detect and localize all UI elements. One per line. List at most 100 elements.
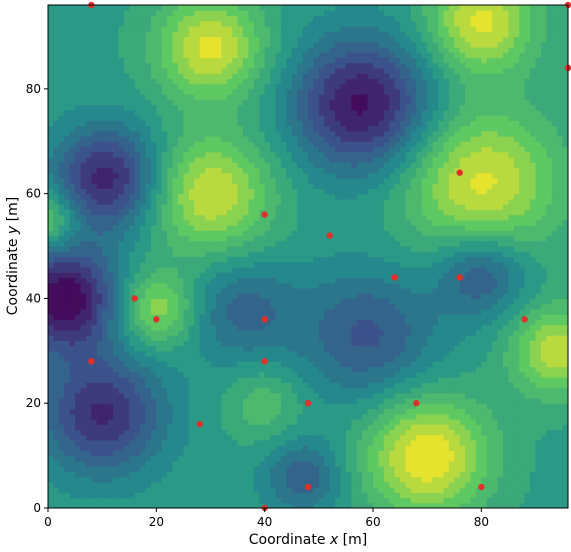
contour-cell	[156, 350, 163, 357]
contour-cell	[318, 471, 325, 478]
contour-cell	[286, 371, 293, 378]
contour-cell	[85, 135, 92, 142]
contour-cell	[286, 167, 293, 174]
contour-cell	[48, 366, 55, 373]
contour-cell	[178, 418, 185, 425]
contour-cell	[194, 418, 201, 425]
contour-cell	[221, 214, 228, 221]
contour-cell	[243, 445, 250, 451]
contour-cell	[129, 277, 136, 284]
contour-cell	[178, 130, 185, 137]
contour-cell	[123, 366, 130, 373]
contour-cell	[129, 235, 136, 242]
contour-cell	[286, 240, 293, 247]
contour-cell	[286, 350, 293, 357]
contour-cell	[243, 62, 250, 69]
contour-cell	[107, 10, 114, 17]
contour-cell	[308, 183, 315, 189]
contour-cell	[167, 198, 174, 205]
contour-cell	[91, 314, 98, 320]
contour-cell	[286, 329, 293, 336]
contour-cell	[75, 135, 82, 142]
contour-cell	[156, 36, 163, 43]
contour-cell	[134, 135, 141, 142]
contour-cell	[123, 502, 130, 508]
contour-cell	[215, 230, 222, 237]
contour-cell	[275, 10, 282, 17]
contour-cell	[243, 382, 250, 389]
contour-cell	[118, 151, 125, 158]
contour-cell	[145, 497, 152, 504]
contour-cell	[123, 130, 130, 137]
contour-cell	[64, 350, 71, 357]
contour-cell	[232, 387, 239, 394]
contour-cell	[264, 408, 271, 415]
contour-cell	[172, 10, 179, 17]
contour-cell	[178, 319, 185, 326]
contour-cell	[91, 329, 98, 336]
contour-cell	[318, 345, 325, 352]
contour-cell	[270, 52, 277, 58]
contour-cell	[167, 88, 174, 95]
contour-cell	[129, 366, 136, 373]
contour-cell	[75, 120, 82, 127]
contour-cell	[259, 340, 266, 347]
contour-cell	[226, 209, 233, 216]
contour-cell	[91, 408, 98, 415]
contour-cell	[324, 120, 331, 127]
contour-cell	[96, 340, 103, 347]
contour-cell	[297, 94, 304, 100]
contour-cell	[150, 293, 157, 300]
contour-cell	[199, 308, 206, 315]
contour-cell	[134, 492, 141, 499]
contour-cell	[178, 277, 185, 284]
contour-cell	[308, 329, 315, 336]
contour-cell	[313, 246, 320, 252]
contour-cell	[161, 104, 168, 111]
contour-cell	[270, 392, 277, 399]
contour-cell	[91, 377, 98, 383]
contour-cell	[313, 303, 320, 310]
contour-cell	[205, 272, 212, 279]
contour-cell	[113, 83, 120, 90]
contour-cell	[275, 329, 282, 336]
contour-cell	[194, 225, 201, 231]
contour-cell	[150, 471, 157, 478]
contour-cell	[178, 476, 185, 483]
contour-cell	[129, 5, 136, 11]
contour-cell	[167, 251, 174, 258]
contour-cell	[188, 120, 195, 127]
contour-cell	[167, 240, 174, 247]
contour-cell	[150, 387, 157, 394]
contour-cell	[53, 5, 60, 11]
contour-cell	[253, 392, 260, 399]
contour-cell	[156, 319, 163, 326]
contour-cell	[210, 104, 217, 111]
contour-cell	[226, 350, 233, 357]
contour-cell	[253, 445, 260, 451]
contour-cell	[183, 73, 190, 79]
contour-cell	[291, 10, 298, 17]
contour-cell	[102, 225, 109, 231]
contour-cell	[167, 209, 174, 216]
contour-cell	[291, 256, 298, 263]
contour-cell	[96, 319, 103, 326]
contour-cell	[134, 167, 141, 174]
contour-cell	[107, 125, 114, 132]
contour-cell	[270, 41, 277, 48]
contour-cell	[107, 424, 114, 431]
contour-cell	[215, 397, 222, 404]
contour-cell	[270, 324, 277, 331]
contour-cell	[194, 324, 201, 331]
contour-cell	[215, 408, 222, 415]
contour-cell	[237, 324, 244, 331]
contour-cell	[75, 314, 82, 320]
contour-cell	[308, 439, 315, 446]
contour-cell	[183, 455, 190, 462]
contour-cell	[221, 387, 228, 394]
contour-cell	[286, 46, 293, 53]
contour-cell	[134, 193, 141, 200]
contour-cell	[270, 287, 277, 294]
contour-cell	[302, 434, 309, 441]
contour-cell	[96, 73, 103, 79]
